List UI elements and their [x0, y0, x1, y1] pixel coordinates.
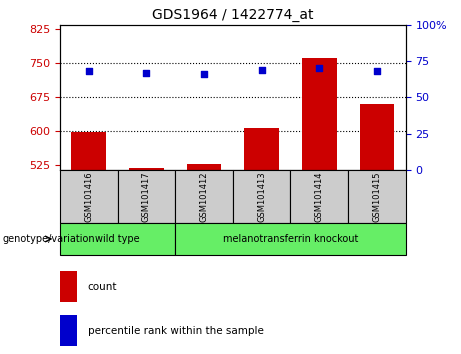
Text: melanotransferrin knockout: melanotransferrin knockout	[223, 234, 358, 244]
Point	[315, 65, 323, 71]
Text: GSM101412: GSM101412	[200, 171, 208, 222]
FancyBboxPatch shape	[175, 170, 233, 223]
Point	[142, 70, 150, 75]
Text: genotype/variation: genotype/variation	[2, 234, 95, 244]
Text: GSM101417: GSM101417	[142, 171, 151, 222]
FancyBboxPatch shape	[60, 170, 118, 223]
Bar	[187, 165, 221, 170]
Bar	[129, 168, 164, 170]
FancyBboxPatch shape	[118, 170, 175, 223]
Text: wild type: wild type	[95, 234, 140, 244]
Point	[258, 67, 266, 73]
FancyBboxPatch shape	[233, 170, 290, 223]
Text: percentile rank within the sample: percentile rank within the sample	[88, 326, 264, 336]
FancyBboxPatch shape	[290, 170, 348, 223]
Text: GSM101413: GSM101413	[257, 171, 266, 222]
Bar	[360, 104, 394, 170]
Bar	[302, 58, 337, 170]
Text: GSM101415: GSM101415	[372, 171, 381, 222]
Bar	[71, 132, 106, 170]
Text: GSM101414: GSM101414	[315, 171, 324, 222]
Bar	[60, 315, 77, 346]
Text: count: count	[88, 282, 117, 292]
FancyBboxPatch shape	[175, 223, 406, 255]
Text: GSM101416: GSM101416	[84, 171, 93, 222]
Point	[85, 68, 92, 74]
FancyBboxPatch shape	[60, 223, 175, 255]
Title: GDS1964 / 1422774_at: GDS1964 / 1422774_at	[152, 8, 313, 22]
Point	[373, 68, 381, 74]
Bar	[60, 271, 77, 302]
Bar	[244, 128, 279, 170]
Point	[200, 71, 207, 77]
FancyBboxPatch shape	[348, 170, 406, 223]
